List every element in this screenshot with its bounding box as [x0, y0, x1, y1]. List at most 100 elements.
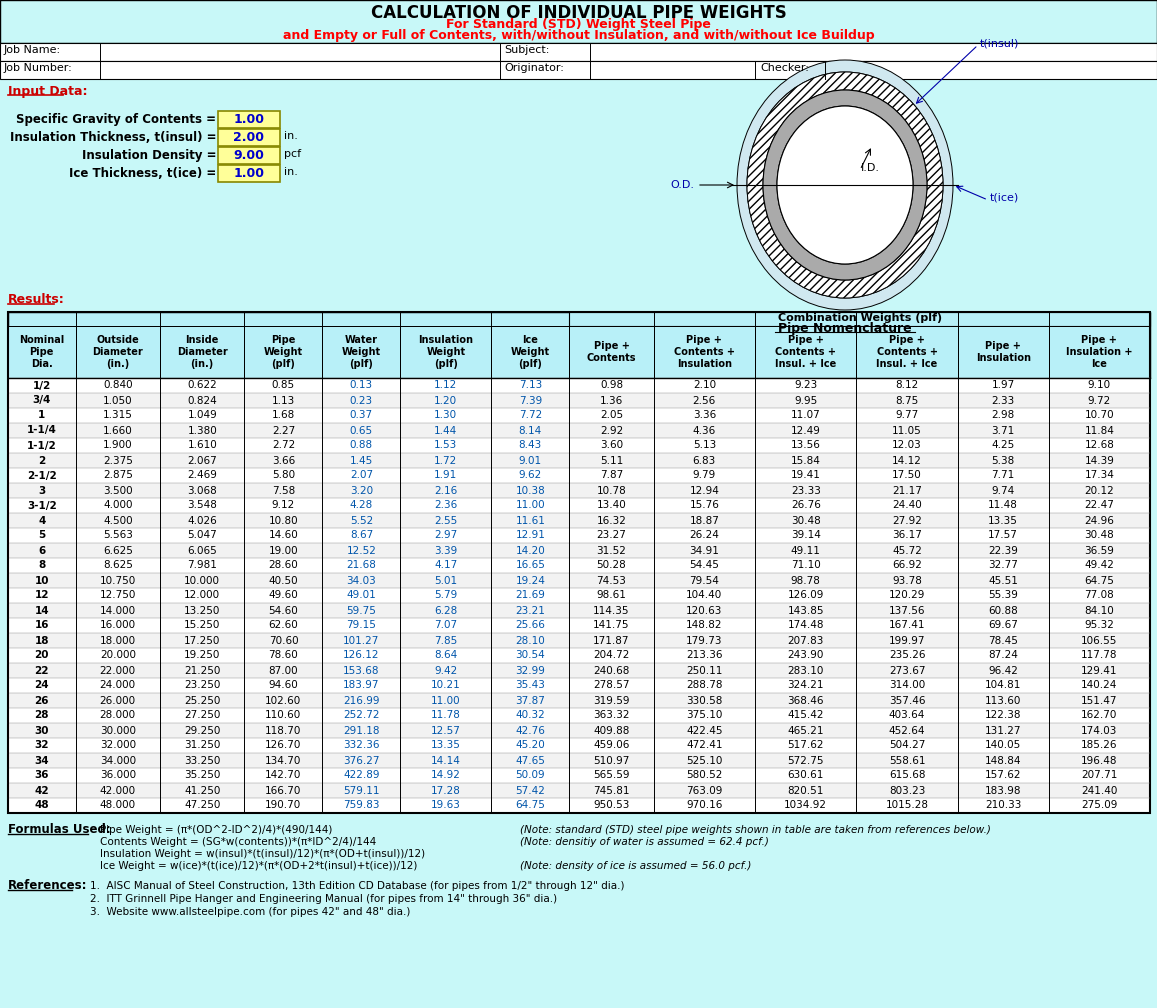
Text: 4.500: 4.500 — [103, 515, 133, 525]
Ellipse shape — [762, 90, 927, 280]
Text: 28.60: 28.60 — [268, 560, 299, 571]
Text: 2.56: 2.56 — [693, 395, 716, 405]
Text: 34.03: 34.03 — [346, 576, 376, 586]
Text: 4.28: 4.28 — [349, 501, 373, 510]
Text: (Note: standard (STD) steel pipe weights shown in table are taken from reference: (Note: standard (STD) steel pipe weights… — [519, 825, 990, 835]
Text: 151.47: 151.47 — [1081, 696, 1118, 706]
Text: I.D.: I.D. — [861, 163, 880, 173]
Bar — [8, 768, 1150, 783]
Bar — [323, 326, 400, 378]
Text: 34: 34 — [35, 756, 49, 765]
Text: 36: 36 — [35, 770, 49, 780]
Bar — [160, 326, 244, 378]
Text: 403.64: 403.64 — [889, 711, 926, 721]
Text: 35.43: 35.43 — [515, 680, 545, 690]
Text: Nominal
Pipe
Dia.: Nominal Pipe Dia. — [20, 336, 65, 369]
Text: 3: 3 — [38, 486, 45, 496]
Bar — [8, 498, 1150, 513]
Text: 19.24: 19.24 — [515, 576, 545, 586]
Text: 252.72: 252.72 — [344, 711, 379, 721]
Text: 504.27: 504.27 — [889, 741, 926, 751]
Text: 6.83: 6.83 — [693, 456, 716, 466]
Text: 16.65: 16.65 — [515, 560, 545, 571]
Text: 15.76: 15.76 — [690, 501, 720, 510]
Bar — [8, 423, 1150, 438]
Text: Pipe +
Contents: Pipe + Contents — [587, 341, 636, 363]
Text: 11.61: 11.61 — [515, 515, 545, 525]
Text: 41.250: 41.250 — [184, 785, 221, 795]
Text: 12.000: 12.000 — [184, 591, 220, 601]
Bar — [8, 483, 1150, 498]
Text: 8.43: 8.43 — [518, 440, 541, 451]
Text: 615.68: 615.68 — [889, 770, 926, 780]
Bar — [569, 326, 654, 378]
Text: 12.03: 12.03 — [892, 440, 922, 451]
Bar — [8, 468, 1150, 483]
Text: 1.30: 1.30 — [434, 410, 457, 420]
Text: 1.315: 1.315 — [103, 410, 133, 420]
Text: 376.27: 376.27 — [344, 756, 379, 765]
Text: 45.51: 45.51 — [988, 576, 1018, 586]
Text: 745.81: 745.81 — [594, 785, 629, 795]
Text: 12.57: 12.57 — [430, 726, 460, 736]
Text: 14.000: 14.000 — [100, 606, 135, 616]
Text: 22.39: 22.39 — [988, 545, 1018, 555]
Text: 24.96: 24.96 — [1084, 515, 1114, 525]
Text: 126.70: 126.70 — [265, 741, 302, 751]
Text: 45.20: 45.20 — [515, 741, 545, 751]
Text: 23.21: 23.21 — [515, 606, 545, 616]
Text: 9.77: 9.77 — [896, 410, 919, 420]
Text: 510.97: 510.97 — [594, 756, 629, 765]
Bar — [8, 798, 1150, 813]
Text: 7.39: 7.39 — [518, 395, 541, 405]
Text: 319.59: 319.59 — [594, 696, 629, 706]
Text: in.: in. — [283, 131, 297, 141]
Text: 13.35: 13.35 — [988, 515, 1018, 525]
Text: 78.45: 78.45 — [988, 635, 1018, 645]
Text: 14.92: 14.92 — [430, 770, 460, 780]
Text: 332.36: 332.36 — [344, 741, 379, 751]
Text: Inside
Diameter
(in.): Inside Diameter (in.) — [177, 336, 228, 369]
Text: 167.41: 167.41 — [889, 621, 926, 630]
Text: 11.00: 11.00 — [516, 501, 545, 510]
Text: CALCULATION OF INDIVIDUAL PIPE WEIGHTS: CALCULATION OF INDIVIDUAL PIPE WEIGHTS — [370, 4, 787, 22]
Text: 8.625: 8.625 — [103, 560, 133, 571]
Bar — [0, 61, 1157, 79]
Text: 25.66: 25.66 — [515, 621, 545, 630]
Bar — [8, 618, 1150, 633]
Text: 47.65: 47.65 — [515, 756, 545, 765]
Text: 1.97: 1.97 — [992, 380, 1015, 390]
Text: 42: 42 — [35, 785, 49, 795]
Text: 5.80: 5.80 — [272, 471, 295, 481]
Text: 10.78: 10.78 — [597, 486, 626, 496]
Text: 803.23: 803.23 — [889, 785, 926, 795]
Text: 64.75: 64.75 — [515, 800, 545, 810]
Text: 3.500: 3.500 — [103, 486, 133, 496]
Text: Pipe
Weight
(plf): Pipe Weight (plf) — [264, 336, 303, 369]
Text: t(insul): t(insul) — [980, 38, 1019, 48]
Text: 1.049: 1.049 — [187, 410, 218, 420]
Bar — [8, 678, 1150, 694]
Text: 32: 32 — [35, 741, 49, 751]
Text: 10.80: 10.80 — [268, 515, 299, 525]
Text: 21.250: 21.250 — [184, 665, 221, 675]
Text: 6: 6 — [38, 545, 45, 555]
Bar — [0, 0, 1157, 43]
Text: 37.87: 37.87 — [515, 696, 545, 706]
Text: 13.40: 13.40 — [597, 501, 626, 510]
Text: 31.250: 31.250 — [184, 741, 221, 751]
Text: 185.26: 185.26 — [1081, 741, 1118, 751]
Text: Insulation Thickness, t(insul) =: Insulation Thickness, t(insul) = — [9, 131, 216, 144]
Text: 278.57: 278.57 — [594, 680, 629, 690]
Bar — [8, 378, 1150, 393]
Text: 7.85: 7.85 — [434, 635, 457, 645]
Text: 104.81: 104.81 — [985, 680, 1022, 690]
Text: 0.65: 0.65 — [349, 425, 373, 435]
Text: (Note: densitiy of water is assumed = 62.4 pcf.): (Note: densitiy of water is assumed = 62… — [519, 837, 769, 847]
Text: 117.78: 117.78 — [1081, 650, 1118, 660]
Text: 10.000: 10.000 — [184, 576, 220, 586]
Text: 0.13: 0.13 — [349, 380, 373, 390]
Text: 452.64: 452.64 — [889, 726, 926, 736]
Text: 14.20: 14.20 — [515, 545, 545, 555]
Text: 49.01: 49.01 — [346, 591, 376, 601]
